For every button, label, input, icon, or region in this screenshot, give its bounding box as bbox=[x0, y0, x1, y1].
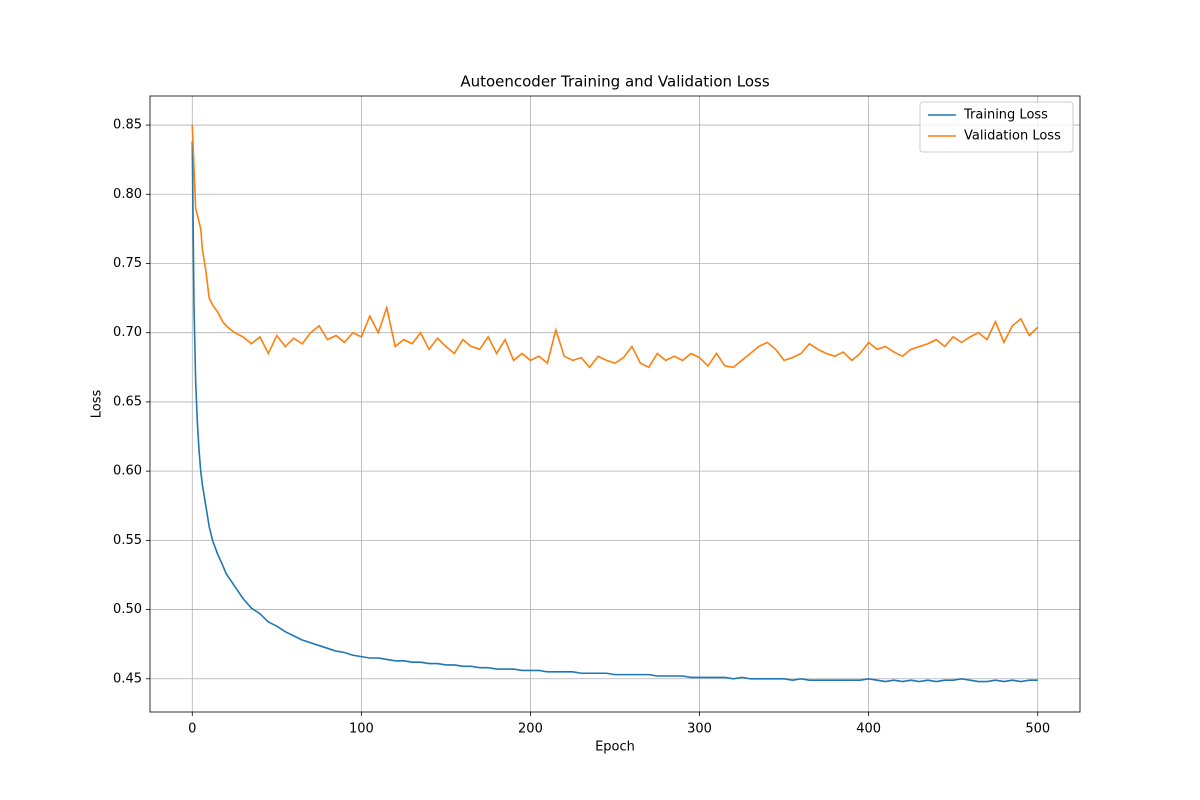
x-tick-label: 400 bbox=[856, 722, 881, 737]
y-axis-label: Loss bbox=[90, 390, 105, 419]
legend-label: Validation Loss bbox=[964, 129, 1061, 144]
x-axis-label: Epoch bbox=[595, 740, 635, 755]
x-tick-label: 200 bbox=[518, 722, 543, 737]
series-line bbox=[191, 125, 1039, 369]
y-tick-label: 0.65 bbox=[113, 394, 142, 409]
x-tick-label: 300 bbox=[687, 722, 712, 737]
series-line bbox=[191, 141, 1038, 683]
x-tick-label: 0 bbox=[188, 722, 196, 737]
y-tick-label: 0.50 bbox=[113, 602, 142, 617]
y-tick-label: 0.80 bbox=[113, 187, 142, 202]
y-tick-label: 0.55 bbox=[113, 533, 142, 548]
y-tick-label: 0.70 bbox=[113, 325, 142, 340]
y-tick-label: 0.45 bbox=[113, 671, 142, 686]
y-tick-label: 0.60 bbox=[113, 464, 142, 479]
x-tick-label: 500 bbox=[1025, 722, 1050, 737]
chart-title: Autoencoder Training and Validation Loss bbox=[460, 73, 770, 91]
y-tick-label: 0.85 bbox=[113, 118, 142, 133]
x-tick-label: 100 bbox=[349, 722, 374, 737]
legend-box bbox=[919, 101, 1074, 153]
y-tick-label: 0.75 bbox=[113, 256, 142, 271]
legend-label: Training Loss bbox=[963, 108, 1048, 123]
plot-frame bbox=[149, 95, 1081, 713]
